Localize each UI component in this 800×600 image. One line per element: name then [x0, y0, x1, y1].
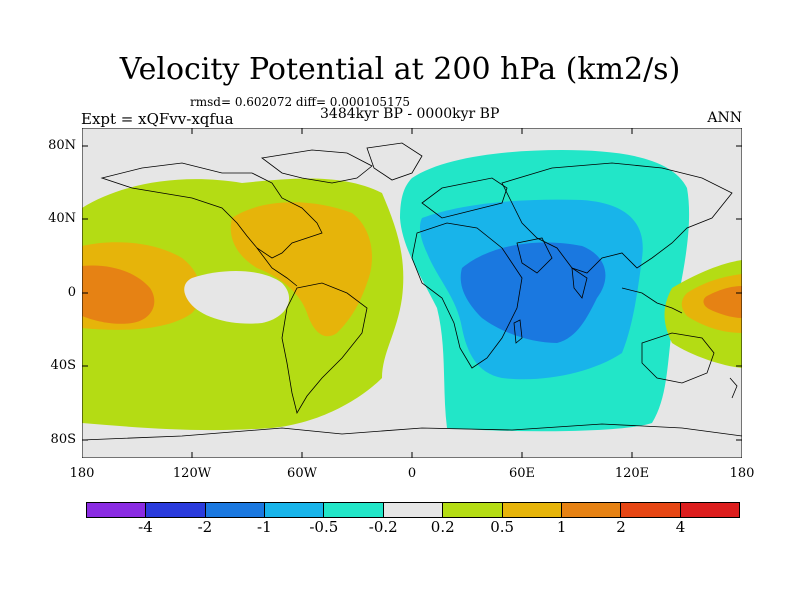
colorbar-label: 0.2	[430, 518, 455, 536]
colorbar-box	[146, 503, 206, 517]
contour-blue-core	[460, 242, 606, 343]
x-tick-label: 180	[729, 466, 755, 481]
contour-darkorange-east	[703, 286, 742, 318]
x-tick-label: 120E	[614, 466, 650, 481]
experiment-label: Expt = xQFvv-xqfua	[81, 110, 234, 128]
x-tick-label: 0	[407, 466, 417, 481]
coastlines	[82, 142, 742, 441]
colorbar-box	[680, 503, 739, 517]
colorbar-label: 4	[675, 518, 686, 536]
colorbar-box	[561, 503, 622, 517]
y-tick-label: 80S	[50, 432, 76, 447]
colorbar	[86, 502, 740, 518]
colorbar-label: -2	[197, 518, 213, 536]
colorbar-label: -1	[257, 518, 272, 536]
period-label: 3484kyr BP - 0000kyr BP	[320, 106, 500, 122]
season-label: ANN	[707, 110, 742, 126]
y-tick-label: 0	[67, 285, 76, 300]
colorbar-box	[383, 503, 444, 517]
chart-title: Velocity Potential at 200 hPa (km2/s)	[119, 52, 681, 87]
colorbar-box	[87, 503, 147, 517]
colorbar-box	[265, 503, 325, 517]
axis-ticks	[82, 128, 742, 458]
y-tick-label: 40N	[48, 211, 76, 226]
x-tick-label: 180	[69, 466, 95, 481]
colorbar-label: 0.5	[490, 518, 515, 536]
colorbar-label: 1	[556, 518, 567, 536]
colorbar-box	[621, 503, 681, 517]
contour-neutral-pacific	[184, 271, 290, 324]
contour-darkorange-pacific-west	[82, 265, 155, 324]
y-tick-label: 80N	[48, 138, 76, 153]
x-tick-label: 60W	[287, 466, 317, 481]
y-tick-label: 40S	[50, 358, 76, 373]
colorbar-box	[502, 503, 562, 517]
colorbar-box	[324, 503, 384, 517]
colorbar-label: -0.2	[368, 518, 398, 536]
contour-orange-atlantic	[230, 202, 372, 337]
x-tick-label: 120W	[172, 466, 212, 481]
colorbar-box	[443, 503, 503, 517]
colorbar-label: -0.5	[309, 518, 339, 536]
colorbar-label: -4	[138, 518, 153, 536]
x-tick-label: 60E	[508, 466, 536, 481]
stats-text: rmsd= 0.602072 diff= 0.000105175	[190, 95, 410, 109]
colorbar-box	[205, 503, 266, 517]
velocity-potential-map	[82, 128, 742, 458]
colorbar-label: 2	[616, 518, 626, 536]
